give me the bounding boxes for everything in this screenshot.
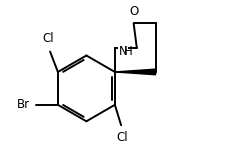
Text: Cl: Cl	[43, 32, 54, 45]
Text: N: N	[118, 45, 127, 58]
Text: O: O	[129, 5, 138, 18]
Polygon shape	[114, 69, 155, 75]
Text: Cl: Cl	[116, 131, 127, 144]
Text: Br: Br	[16, 98, 29, 111]
Text: H: H	[123, 45, 132, 58]
